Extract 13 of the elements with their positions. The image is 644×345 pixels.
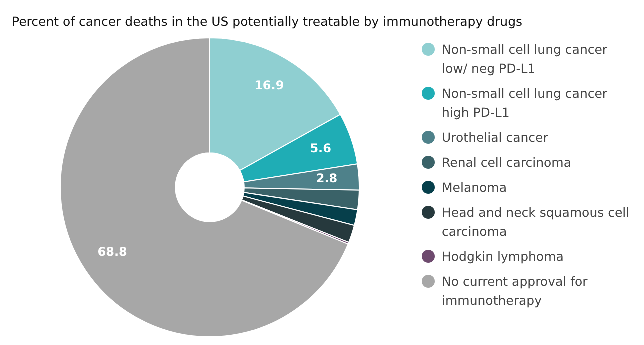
legend-label: Non-small cell lung cancer high PD-L1 [442,85,609,122]
legend-label: Head and neck squamous cell carcinoma [442,204,631,241]
legend-label: Hodgkin lymphoma [442,248,564,266]
chart-title: Percent of cancer deaths in the US potentially treatable by immunotherapy drugs [12,14,523,29]
data-label: 68.8 [98,244,128,259]
data-label: 5.6 [310,141,332,156]
legend-label: Melanoma [442,179,508,197]
legend-label: Renal cell carcinoma [442,154,572,172]
legend-label: No current approval for immunotherapy [442,273,589,310]
data-label: 16.9 [254,78,284,92]
legend-label: Non-small cell lung cancer low/ neg PD-L1 [442,41,609,78]
legend-label: Urothelial cancer [442,129,548,147]
data-label: 2.8 [316,172,338,186]
